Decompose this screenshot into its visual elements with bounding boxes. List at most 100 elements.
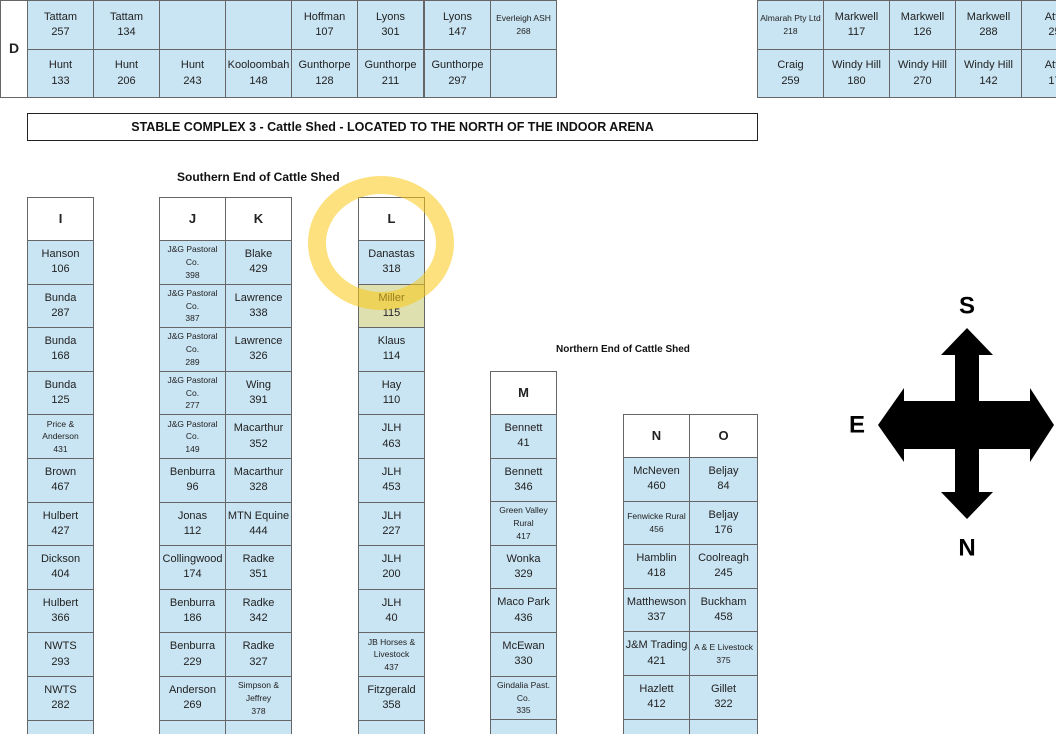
stall-number: 322 xyxy=(714,698,733,711)
stall-cell: NWTS 282 xyxy=(27,676,94,721)
stall-name: NWTS xyxy=(44,640,77,653)
stall-number: 17 xyxy=(1048,74,1056,87)
stall-cell: Brown 467 xyxy=(27,458,94,503)
stall-cell: Windy Hill 180 xyxy=(823,49,890,98)
stall-cell: JLH 40 xyxy=(358,588,425,634)
stall-name: Klaus xyxy=(377,335,406,348)
stall-name: Hoffman xyxy=(303,10,346,23)
stall-cell: Price & Anderson 431 xyxy=(27,414,94,459)
stall-cell: Windy Hill 270 xyxy=(889,49,956,98)
stall-number: 268 xyxy=(516,26,531,36)
stall-name: Bunda xyxy=(44,335,77,348)
stall-cell: Triple C xyxy=(358,719,425,734)
stall-cell: Wonka 329 xyxy=(490,544,557,590)
stall-name: Hunt xyxy=(114,59,139,72)
stall-number: 245 xyxy=(714,567,733,580)
stall-cell: Kooloombah 148 xyxy=(225,49,292,98)
banner: STABLE COMPLEX 3 - Cattle Shed - LOCATED… xyxy=(27,113,758,141)
stall-number: 329 xyxy=(514,568,533,581)
stall-number: 168 xyxy=(51,350,70,363)
stall-cell: Simpson & xyxy=(225,719,292,734)
stall-name: Matthewson xyxy=(626,595,687,608)
stall-name: Kooloombah xyxy=(227,59,290,72)
stall-name: JLH xyxy=(381,509,402,522)
stall-name: Windy Hill xyxy=(964,59,1013,72)
stall-number: 147 xyxy=(448,26,467,38)
stall-name: Beljay xyxy=(708,508,739,521)
stall-cell: Macarthur 352 xyxy=(225,414,292,459)
stall-number: 133 xyxy=(51,74,70,87)
stall-number: 335 xyxy=(516,705,531,716)
stall-cell: Anderson xyxy=(159,719,226,734)
stall-number: 96 xyxy=(186,481,199,494)
stall-number: 176 xyxy=(714,523,733,536)
stall-number: 421 xyxy=(647,654,666,667)
stall-name: Benburra xyxy=(169,465,216,478)
stall-cell: Maco Park 436 xyxy=(490,588,557,633)
stall-name: Lawrence xyxy=(234,291,283,304)
stall-cell: Radke 327 xyxy=(225,632,292,677)
stall-number: 375 xyxy=(716,654,731,665)
stall-number: 358 xyxy=(382,699,401,712)
stall-cell: Bunda 287 xyxy=(27,283,94,329)
stall-cell: Hanson 106 xyxy=(27,240,94,285)
stall-cell: Simpson & Jeffrey 378 xyxy=(225,676,292,721)
stall-number: 293 xyxy=(51,655,70,668)
stall-cell: Hunt 243 xyxy=(159,49,226,98)
stall-cell: Benburra 186 xyxy=(159,588,226,634)
stall-cell: Hay 110 xyxy=(358,370,425,416)
stall-cell: Matthewson 337 xyxy=(623,587,690,633)
stall-cell: NWTS 293 xyxy=(27,632,94,677)
stall-number: 288 xyxy=(979,26,998,38)
stall-name: Price & Anderson xyxy=(42,418,79,442)
stall-cell: Markwell 126 xyxy=(889,0,956,50)
stall-number: 458 xyxy=(714,611,733,624)
column-header: I xyxy=(27,197,94,241)
stall-cell: Macarthur 328 xyxy=(225,458,292,503)
stall-number: 106 xyxy=(51,263,70,276)
stall-number: 387 xyxy=(185,313,200,324)
stall-cell: Hazlett 412 xyxy=(623,675,690,720)
stall-cell: MTN Equine 444 xyxy=(225,501,292,547)
stall-cell: McNeven 460 xyxy=(623,457,690,502)
stall-name: Simpson & Jeffrey xyxy=(237,680,280,703)
stall-number: 134 xyxy=(117,26,136,38)
stall-cell: J&G Pastoral Co. 398 xyxy=(159,240,226,285)
stall-name: Bunda xyxy=(44,378,77,391)
stall-cell: Hulbert 366 xyxy=(27,588,94,634)
stall-cell: J&G Pastoral Co. 289 xyxy=(159,327,226,372)
stall-number: 229 xyxy=(183,655,202,668)
stall-cell: Bunda 168 xyxy=(27,327,94,372)
stall-number: 463 xyxy=(382,437,401,450)
stall-cell: Blake 429 xyxy=(225,240,292,285)
stall-cell: Gindalia xyxy=(490,719,557,734)
stall-number: 148 xyxy=(249,74,268,87)
stall-name: Maco Park xyxy=(497,596,550,609)
stall-cell: Tattam 134 xyxy=(93,0,160,50)
stall-number: 206 xyxy=(117,74,136,87)
stall-name: Lyons xyxy=(443,10,472,23)
stall-cell: Craig 259 xyxy=(757,49,824,98)
compass-south: S xyxy=(959,292,975,319)
stall-cell: Lyons 301 xyxy=(357,0,424,50)
stall-number: 211 xyxy=(381,74,400,87)
stall-name: Danastas xyxy=(368,247,415,260)
stall-number: 326 xyxy=(249,350,268,363)
stall-cell: J&M Trading 421 xyxy=(623,631,690,676)
stall-name: Gunthorpe xyxy=(431,59,484,72)
stall-cell: J&G Pastoral Co. 387 xyxy=(159,283,226,329)
stall-name: Hunt xyxy=(48,59,73,72)
stall-name: Hamblin xyxy=(636,552,677,565)
stall-name: Gillet xyxy=(710,682,737,695)
stall-number: 186 xyxy=(183,612,202,625)
stall-number: 112 xyxy=(183,524,202,537)
stall-cell: Coolreagh 245 xyxy=(689,544,758,589)
stall-name: Macarthur xyxy=(233,465,284,478)
stall-number: 41 xyxy=(517,437,530,450)
stall-cell: Hamblin 418 xyxy=(623,544,690,589)
stall-cell: Hoffman 107 xyxy=(291,0,358,50)
stall-number: 412 xyxy=(647,698,666,711)
stall-cell: Buckham 458 xyxy=(689,587,758,633)
stall-cell: Collingwood 174 xyxy=(159,545,226,590)
stall-name: Tattam xyxy=(43,10,77,23)
